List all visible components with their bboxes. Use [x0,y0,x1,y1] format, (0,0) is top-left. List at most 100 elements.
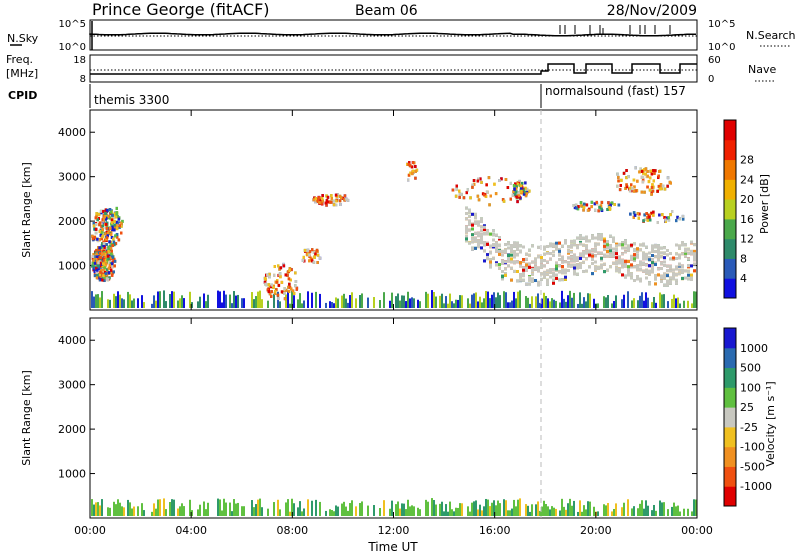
colorbar-tick-label: 8 [740,252,747,265]
velocity-cell [419,509,421,516]
x-tick-label: 00:00 [74,524,106,537]
velocity-cell [92,253,95,257]
velocity-cell [582,236,585,240]
power-cell [527,297,529,308]
velocity-cell [639,248,642,252]
velocity-cell [666,283,669,287]
power-cell [155,300,157,308]
velocity-cell [510,278,513,282]
velocity-cell [636,264,639,268]
station-title: Prince George (fitACF) [92,0,270,19]
velocity-cell [679,511,681,516]
power-cell [455,299,457,308]
velocity-cell [95,259,99,263]
velocity-cell [642,219,645,223]
velocity-cell [624,264,627,268]
velocity-cell [108,216,112,220]
velocity-cell [95,227,98,231]
velocity-cell [603,247,606,251]
velocity-cell [98,221,102,225]
y-tick-label: 1000 [58,468,86,481]
velocity-cell [355,506,357,516]
velocity-cell [628,186,632,190]
velocity-cell [531,504,533,516]
velocity-cell [543,259,546,263]
velocity-cell [407,178,410,182]
velocity-cell [632,178,636,182]
velocity-cell [93,255,96,259]
colorbar-segment [724,258,736,279]
power-cell [285,294,287,308]
velocity-cell [289,511,291,516]
velocity-cell [100,253,104,257]
power-cell [647,297,649,308]
velocity-cell [525,282,528,286]
velocity-cell [513,241,516,245]
velocity-cell [534,257,537,261]
velocity-cell [609,203,612,207]
colorbar-frame [723,119,737,299]
power-cell [367,297,369,308]
velocity-cell [501,277,504,281]
power-cell [453,303,455,308]
velocity-cell [648,272,651,276]
velocity-cell [633,253,636,257]
velocity-cell [525,252,528,256]
colorbar-segment [724,328,736,349]
velocity-cell [564,239,567,243]
velocity-cell [267,283,271,287]
velocity-cell [585,257,588,261]
velocity-cell [644,167,648,171]
colorbar-segment [724,120,736,141]
velocity-cell [101,224,104,228]
velocity-cell [100,249,104,253]
velocity-cell [627,271,630,275]
velocity-cell [280,290,284,294]
freq-tick-top: 18 [73,55,86,66]
velocity-cell [318,256,322,260]
velocity-cell [110,254,114,258]
velocity-cell [620,178,623,182]
velocity-cell [667,218,671,222]
velocity-cell [465,237,468,241]
velocity-cell [651,254,654,258]
velocity-cell [675,273,678,277]
velocity-cell [492,244,495,248]
velocity-cell [625,169,628,173]
power-panel [89,109,698,311]
velocity-cell [582,260,585,264]
power-colorbar-label: Power [dB] [758,174,771,234]
x-tick-label: 00:00 [681,524,713,537]
velocity-cell [678,262,681,266]
velocity-cell [112,270,115,274]
velocity-cell [517,499,519,516]
velocity-cell [471,223,474,227]
power-cell [439,295,441,308]
velocity-cell [272,285,275,289]
velocity-cell [345,197,348,201]
velocity-cell [585,246,588,250]
velocity-cell [507,510,509,516]
velocity-cell [104,255,108,259]
power-cell [359,295,361,308]
velocity-cell [397,501,399,516]
velocity-cell [433,500,435,516]
velocity-cell [111,228,114,232]
velocity-cell [269,285,273,289]
velocity-cell [561,278,564,282]
velocity-cell [411,172,414,176]
nave-label: Nave [748,63,776,76]
power-cell [691,303,693,308]
velocity-cell [379,508,381,516]
power-cell [163,290,165,308]
velocity-cell [582,243,585,247]
velocity-cell [576,263,579,267]
velocity-cell [660,251,663,255]
velocity-cell [99,270,102,274]
velocity-cell [534,267,537,271]
velocity-cell [573,253,576,257]
velocity-cell [287,289,291,293]
velocity-cell [633,265,636,269]
velocity-cell [94,268,98,272]
velocity-cell [636,179,639,183]
